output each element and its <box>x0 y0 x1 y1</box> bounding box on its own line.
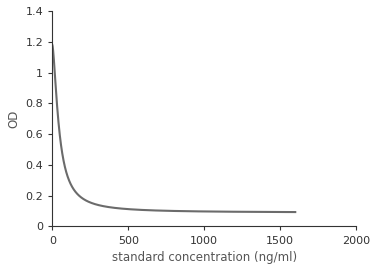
Y-axis label: OD: OD <box>7 109 20 128</box>
X-axis label: standard concentration (ng/ml): standard concentration (ng/ml) <box>112 251 297 264</box>
